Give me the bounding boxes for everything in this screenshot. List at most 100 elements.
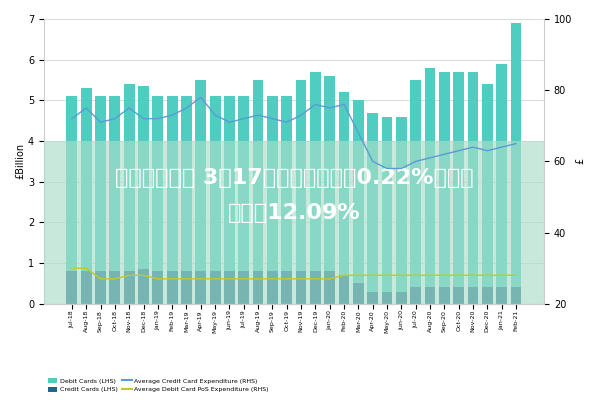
Average Debit Card PoS Expenditure (RHS) (369, 273, 376, 278)
Bar (95, 271, 106, 304)
Average Debit Card PoS Expenditure (RHS) (83, 266, 90, 270)
Average Debit Card PoS Expenditure (RHS) (97, 276, 104, 281)
Bar (109, 96, 120, 271)
Average Credit Card Expenditure (RHS) (240, 116, 247, 121)
Average Credit Card Expenditure (RHS) (412, 159, 419, 164)
Average Credit Card Expenditure (RHS) (369, 159, 376, 164)
Average Debit Card PoS Expenditure (RHS) (398, 273, 405, 278)
Average Credit Card Expenditure (RHS) (512, 141, 520, 146)
Average Debit Card PoS Expenditure (RHS) (455, 273, 462, 278)
Average Debit Card PoS Expenditure (RHS) (197, 276, 205, 281)
Bar (138, 269, 149, 304)
Average Credit Card Expenditure (RHS) (355, 130, 362, 135)
Bar (267, 271, 278, 304)
Average Credit Card Expenditure (RHS) (398, 166, 405, 171)
Bar (210, 271, 221, 304)
Average Debit Card PoS Expenditure (RHS) (312, 276, 319, 281)
Bar (224, 271, 235, 304)
Average Credit Card Expenditure (RHS) (111, 116, 118, 121)
Bar (367, 112, 378, 292)
Average Debit Card PoS Expenditure (RHS) (254, 276, 262, 281)
Bar (482, 288, 493, 304)
Bar (353, 100, 364, 284)
Bar (425, 68, 436, 288)
Average Debit Card PoS Expenditure (RHS) (498, 273, 505, 278)
Average Debit Card PoS Expenditure (RHS) (68, 266, 76, 270)
Average Debit Card PoS Expenditure (RHS) (240, 276, 247, 281)
Average Debit Card PoS Expenditure (RHS) (383, 273, 391, 278)
Average Credit Card Expenditure (RHS) (183, 106, 190, 110)
Bar (238, 271, 249, 304)
Bar (281, 271, 292, 304)
Average Credit Card Expenditure (RHS) (455, 148, 462, 153)
Average Debit Card PoS Expenditure (RHS) (111, 276, 118, 281)
Bar (410, 80, 421, 288)
Bar (181, 271, 192, 304)
Average Credit Card Expenditure (RHS) (226, 120, 233, 125)
Average Credit Card Expenditure (RHS) (254, 113, 262, 118)
Average Credit Card Expenditure (RHS) (125, 106, 133, 110)
Bar (410, 288, 421, 304)
Bar (167, 271, 178, 304)
Bar (95, 96, 106, 271)
Average Credit Card Expenditure (RHS) (68, 116, 76, 121)
Line: Average Credit Card Expenditure (RHS): Average Credit Card Expenditure (RHS) (72, 97, 516, 168)
Bar (267, 96, 278, 271)
Bar (310, 271, 321, 304)
Average Debit Card PoS Expenditure (RHS) (412, 273, 419, 278)
Bar (325, 76, 335, 271)
Average Debit Card PoS Expenditure (RHS) (140, 273, 147, 278)
Bar (511, 288, 521, 304)
Bar (238, 96, 249, 271)
Average Debit Card PoS Expenditure (RHS) (326, 276, 334, 281)
Bar (467, 288, 478, 304)
Text: 溢价率12.09%: 溢价率12.09% (227, 203, 361, 223)
Bar (439, 288, 450, 304)
Bar (138, 86, 149, 269)
Average Credit Card Expenditure (RHS) (283, 120, 290, 125)
Bar (281, 96, 292, 271)
Average Credit Card Expenditure (RHS) (212, 113, 219, 118)
Bar (67, 271, 77, 304)
Bar (454, 288, 464, 304)
Bar (367, 292, 378, 304)
Average Credit Card Expenditure (RHS) (469, 145, 476, 150)
Average Credit Card Expenditure (RHS) (269, 116, 276, 121)
Bar (124, 84, 134, 271)
Bar (296, 80, 307, 271)
Bar (496, 288, 507, 304)
Bar (152, 96, 163, 271)
Bar (196, 271, 206, 304)
Average Credit Card Expenditure (RHS) (312, 102, 319, 107)
Average Debit Card PoS Expenditure (RHS) (226, 276, 233, 281)
Bar (67, 96, 77, 271)
Bar (167, 96, 178, 271)
Average Credit Card Expenditure (RHS) (154, 116, 161, 121)
Bar (467, 72, 478, 288)
Average Credit Card Expenditure (RHS) (83, 106, 90, 110)
Average Credit Card Expenditure (RHS) (197, 95, 205, 100)
Average Debit Card PoS Expenditure (RHS) (484, 273, 491, 278)
Average Debit Card PoS Expenditure (RHS) (183, 276, 190, 281)
Bar (296, 271, 307, 304)
Bar (425, 288, 436, 304)
Bar (339, 275, 349, 304)
Bar (396, 292, 407, 304)
Average Debit Card PoS Expenditure (RHS) (283, 276, 290, 281)
Bar (253, 271, 263, 304)
Average Debit Card PoS Expenditure (RHS) (512, 273, 520, 278)
Bar (224, 96, 235, 271)
Average Debit Card PoS Expenditure (RHS) (469, 273, 476, 278)
Bar (382, 117, 392, 292)
Average Credit Card Expenditure (RHS) (498, 145, 505, 150)
Bar (353, 284, 364, 304)
Average Credit Card Expenditure (RHS) (298, 113, 305, 118)
Y-axis label: £Billion: £Billion (15, 143, 25, 180)
Bar (210, 96, 221, 271)
Average Credit Card Expenditure (RHS) (484, 148, 491, 153)
Average Credit Card Expenditure (RHS) (326, 106, 334, 110)
Bar (396, 117, 407, 292)
Average Debit Card PoS Expenditure (RHS) (355, 273, 362, 278)
Bar (325, 271, 335, 304)
Legend: Debit Cards (LHS), Credit Cards (LHS), Average Credit Card Expenditure (RHS), Av: Debit Cards (LHS), Credit Cards (LHS), A… (45, 376, 271, 395)
